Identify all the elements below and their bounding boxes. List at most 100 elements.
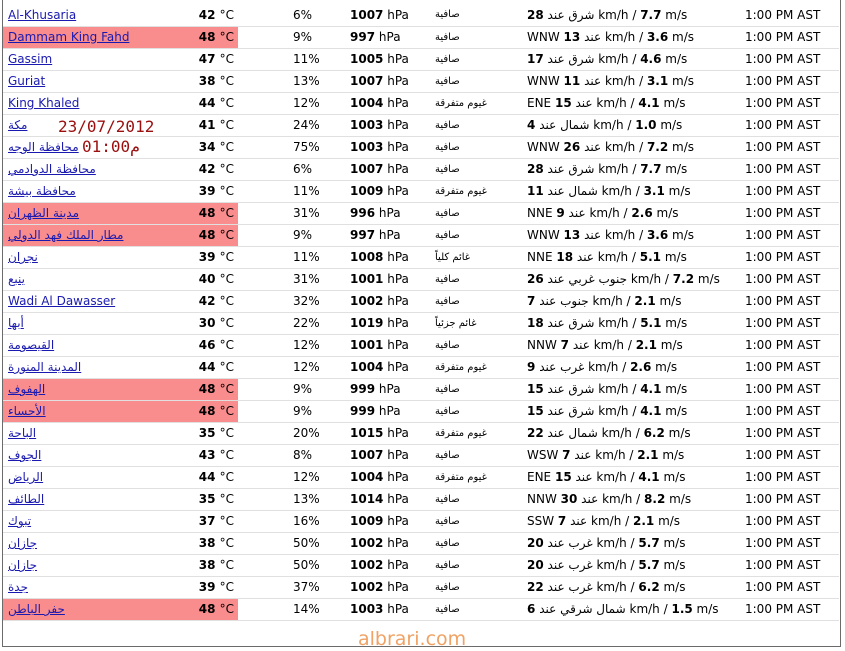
wind-ms-unit: m/s xyxy=(661,162,688,176)
humidity-cell: 75% xyxy=(238,136,350,159)
wind-speed-ms: 5.1 xyxy=(639,250,662,264)
wind-direction: NNW xyxy=(527,338,561,352)
temperature-cell: 39 °C xyxy=(183,180,238,203)
wind-speed-ms: 7.7 xyxy=(640,7,662,22)
wind-cell: 9 غرب عند km/h / 2.6 m/s xyxy=(527,356,745,379)
city-link[interactable]: الهفوف xyxy=(8,382,46,396)
city-link[interactable]: محافظة بيشة xyxy=(8,184,76,198)
pressure-value: 1004 xyxy=(350,470,384,484)
wind-speed-ms: 5.7 xyxy=(638,536,660,550)
temperature-unit: °C xyxy=(219,514,234,528)
pressure-cell: 1002 hPa xyxy=(350,290,431,313)
wind-speed-kmh: 4 xyxy=(527,118,536,132)
pressure-cell: 1003 hPa xyxy=(350,114,431,137)
city-link[interactable]: الرياض xyxy=(8,470,44,484)
city-link[interactable]: حفر الباطن xyxy=(8,602,65,616)
wind-speed-ms: 6.2 xyxy=(643,426,665,440)
wind-speed-kmh: 20 xyxy=(527,558,544,572)
pressure-unit: hPa xyxy=(387,272,409,286)
wind-ms-unit: m/s xyxy=(651,360,678,374)
wind-cell: 28 شرق عند km/h / 7.7 m/s xyxy=(527,158,745,181)
temperature-value: 48 xyxy=(198,206,216,220)
wind-text: غرب عند km/h / xyxy=(535,360,631,374)
pressure-cell: 1019 hPa xyxy=(350,312,431,335)
city-cell: الجوف xyxy=(3,444,183,467)
wind-cell: 11 شمال عند km/h / 3.1 m/s xyxy=(527,180,745,203)
pressure-unit: hPa xyxy=(387,118,409,132)
city-link[interactable]: Wadi Al Dawasser xyxy=(8,294,116,308)
wind-speed-ms: 4.6 xyxy=(640,52,662,66)
pressure-value: 996 xyxy=(350,206,376,220)
humidity-cell: 6% xyxy=(238,4,350,27)
city-link[interactable]: القيصومة xyxy=(8,338,55,352)
table-row: جازان 38 °C 50% 1002 hPa صافية 20 غرب عند km/… xyxy=(3,554,839,577)
pressure-value: 1014 xyxy=(350,492,384,506)
wind-cell: 17 شرق عند km/h / 4.6 m/s xyxy=(527,48,745,71)
city-link[interactable]: مدينة الظهران xyxy=(8,206,80,220)
pressure-unit: hPa xyxy=(387,580,409,594)
city-link[interactable]: King Khaled xyxy=(8,96,80,110)
wind-ms-unit: m/s xyxy=(661,7,688,22)
temperature-unit: °C xyxy=(219,360,234,374)
city-link[interactable]: محافظة الدوادمي xyxy=(8,162,96,176)
time-cell: 1:00 PM AST xyxy=(745,224,839,247)
city-link[interactable]: ينبع xyxy=(8,272,25,286)
city-link[interactable]: نجران xyxy=(8,250,38,264)
temperature-cell: 35 °C xyxy=(183,488,238,511)
city-link[interactable]: الطائف xyxy=(8,492,45,506)
pressure-unit: hPa xyxy=(387,184,409,198)
wind-speed-ms: 4.1 xyxy=(640,382,662,396)
humidity-cell: 11% xyxy=(238,180,350,203)
table-row: Gassim 47 °C 11% 1005 hPa صافية 17 شرق عند km… xyxy=(3,48,839,71)
city-link[interactable]: المدينة المنورة xyxy=(8,360,82,374)
humidity-cell: 13% xyxy=(238,488,350,511)
table-row: حفر الباطن 48 °C 14% 1003 hPa صافية 6 شمال شر… xyxy=(3,598,839,621)
time-cell: 1:00 PM AST xyxy=(745,136,839,159)
pressure-unit: hPa xyxy=(387,96,409,110)
city-link[interactable]: الجوف xyxy=(8,448,42,462)
temperature-unit: °C xyxy=(219,404,234,418)
pressure-value: 1001 xyxy=(350,272,384,286)
city-link[interactable]: Gassim xyxy=(8,52,53,66)
city-link[interactable]: جازان xyxy=(8,558,38,572)
temperature-cell: 42 °C xyxy=(183,158,238,181)
city-link[interactable]: Dammam King Fahd xyxy=(8,30,130,44)
pressure-value: 1003 xyxy=(350,140,384,154)
city-link[interactable]: مكة xyxy=(8,118,28,132)
temperature-value: 48 xyxy=(198,404,216,418)
condition-cell: صافية xyxy=(431,444,527,467)
temperature-unit: °C xyxy=(219,74,234,88)
temperature-cell: 38 °C xyxy=(183,70,238,93)
wind-text: شمال عند km/h / xyxy=(535,118,636,132)
city-link[interactable]: الأحساء xyxy=(8,404,46,418)
wind-speed-kmh: 15 xyxy=(554,96,572,110)
temperature-unit: °C xyxy=(219,426,234,440)
city-link[interactable]: محافظة الوجه xyxy=(8,140,79,154)
wind-ms-unit: m/s xyxy=(661,382,688,396)
city-link[interactable]: جازان xyxy=(8,536,38,550)
city-link[interactable]: جدة xyxy=(8,580,29,594)
wind-speed-kmh: 17 xyxy=(527,52,544,66)
condition-cell: غائم كلياً xyxy=(431,246,527,269)
wind-speed-kmh: 15 xyxy=(527,404,544,418)
city-link[interactable]: أبها xyxy=(8,316,24,330)
temperature-cell: 35 °C xyxy=(183,422,238,445)
wind-text: غرب عند km/h / xyxy=(543,536,639,550)
pressure-unit: hPa xyxy=(387,470,409,484)
pressure-cell: 1002 hPa xyxy=(350,554,431,577)
wind-speed-ms: 5.7 xyxy=(638,558,660,572)
city-link[interactable]: Guriat xyxy=(8,74,46,88)
wind-speed-ms: 8.2 xyxy=(644,492,666,506)
city-link[interactable]: Al-Khusaria xyxy=(8,7,77,22)
city-link[interactable]: تبوك xyxy=(8,514,32,528)
pressure-unit: hPa xyxy=(387,602,409,616)
city-link[interactable]: مطار الملك فهد الدولي xyxy=(8,228,124,242)
wind-speed-ms: 2.6 xyxy=(631,206,653,220)
table-row: الهفوف 48 °C 9% 999 hPa صافية 15 شرق عند km/h… xyxy=(3,378,839,401)
city-link[interactable]: الباحة xyxy=(8,426,37,440)
pressure-cell: 1015 hPa xyxy=(350,422,431,445)
city-cell: Gassim xyxy=(3,48,183,71)
temperature-value: 40 xyxy=(198,272,216,286)
wind-cell: 15 شرق عند km/h / 4.1 m/s xyxy=(527,400,745,423)
city-cell: جازان xyxy=(3,532,183,555)
